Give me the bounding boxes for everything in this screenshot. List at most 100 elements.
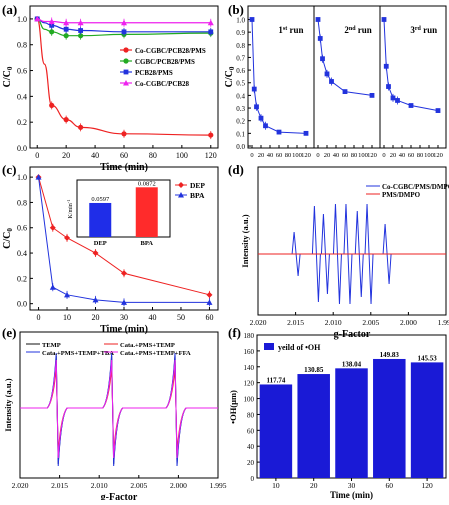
c-y-tick-label: 1.0 [17, 173, 27, 182]
e-x-tick-label: 2.020 [12, 481, 29, 490]
b-x-tick-label: 20 [324, 152, 331, 159]
b-x-tick-label: 20 [258, 152, 265, 159]
a-x-tick-label: 40 [91, 151, 99, 160]
a-x-tick-label: 20 [62, 151, 70, 160]
b-x-tick-label: 120 [301, 152, 311, 159]
a-y-tick-label: 0.6 [17, 67, 27, 76]
b-point [390, 95, 396, 101]
c-inset-bar-label: 0.0872 [138, 180, 156, 187]
a-point [78, 28, 84, 33]
e-legend-label: Cata.+PMS+TEMP [120, 342, 175, 349]
b-run-label: 2nd run [344, 25, 371, 35]
a-point [121, 19, 127, 26]
b-x-tick-label: 80 [285, 152, 292, 159]
c-x-tick-label: 30 [120, 313, 128, 322]
c-point [35, 174, 42, 180]
e-series-line [20, 352, 218, 467]
b-y-tick-label: 0.2 [236, 118, 245, 126]
b-x-tick-label: 60 [276, 152, 283, 159]
e-y-axis-label: Intensity (a.u.) [3, 378, 13, 431]
panel-label-d: (d) [228, 162, 244, 177]
f-y-axis-label: •OH(μm) [228, 390, 238, 424]
c-point [206, 299, 213, 305]
b-x-tick-label: 100 [424, 152, 434, 159]
a-point [63, 26, 69, 32]
b-point [342, 89, 348, 95]
b-x-tick-label: 40 [399, 152, 406, 159]
a-y-tick-label: 1.0 [17, 15, 27, 24]
c-series-line [38, 177, 210, 303]
b-x-tick-label: 0 [250, 152, 253, 159]
f-bar [259, 384, 293, 478]
b-point [276, 129, 282, 135]
panel-e-plot: 2.020 2.015 2.010 2.005 2.000 1.995 g-Factor In… [3, 331, 227, 503]
a-y-tick-label: 0.8 [17, 41, 27, 50]
a-x-tick-label: 100 [176, 151, 188, 160]
d-y-axis-label: Intensity (a.u.) [240, 214, 250, 267]
b-y-tick-label: 0.5 [236, 80, 245, 88]
c-y-axis-label: C/C0 [2, 228, 14, 249]
f-x-tick-label: 10 [272, 481, 280, 490]
b-y-tick-label: 0.3 [236, 105, 245, 113]
panel-label-f: (f) [228, 325, 241, 340]
a-point [49, 29, 55, 35]
b-plot-frame [247, 5, 447, 149]
b-x-tick-label: 100 [358, 152, 368, 159]
c-inset-frame [76, 179, 171, 238]
a-y-tick-label: 0.4 [17, 92, 27, 101]
f-x-tick-label: 30 [348, 481, 356, 490]
c-point [121, 270, 127, 277]
c-y-tick-label: 0.2 [17, 274, 27, 283]
b-point [381, 17, 387, 22]
b-run-label: 3rd run [410, 25, 437, 35]
b-x-tick-label: 120 [367, 152, 377, 159]
f-x-axis-label: Time (min) [330, 490, 373, 500]
a-point [49, 102, 55, 108]
c-inset-category: DEP [94, 240, 107, 247]
f-y-tick-label: 180 [244, 332, 255, 340]
c-inset-bar [89, 202, 112, 237]
c-series-line [38, 176, 210, 296]
b-x-tick-label: 40 [267, 152, 274, 159]
c-point [64, 291, 71, 298]
f-legend-swatch [264, 343, 274, 350]
a-point [208, 29, 214, 35]
c-inset-bar [135, 187, 158, 237]
f-bar [335, 368, 368, 478]
b-point [317, 36, 323, 41]
a-legend-label: PCB28/PMS [135, 69, 173, 77]
c-x-tick-label: 20 [92, 313, 100, 322]
b-point [408, 103, 414, 108]
c-x-tick-label: 0 [37, 313, 41, 322]
b-y-tick-label: 0.0 [236, 143, 245, 151]
e-legend-label: Cata.+PMS+TEMP+FFA [120, 350, 191, 357]
a-x-tick-label: 0 [35, 151, 39, 160]
c-point [206, 291, 213, 298]
b-x-tick-label: 0 [316, 152, 319, 159]
c-x-tick-label: 60 [205, 313, 213, 322]
b-x-tick-label: 40 [333, 152, 340, 159]
e-series-line [20, 355, 218, 465]
b-x-tick-label: 120 [433, 152, 443, 159]
f-x-tick-label: 60 [386, 481, 394, 490]
a-point [121, 29, 127, 35]
c-y-tick-label: 0.6 [17, 224, 27, 233]
c-legend-marker [178, 192, 184, 198]
c-point [121, 299, 127, 305]
b-point [369, 92, 375, 98]
panel-label-a: (a) [2, 2, 17, 17]
d-plot-frame [257, 166, 447, 316]
a-legend-marker [123, 80, 129, 86]
b-y-tick-label: 0.9 [236, 29, 245, 37]
b-y-axis-label: C/C0 [224, 66, 236, 87]
a-legend-marker [123, 58, 129, 64]
b-x-tick-label: 80 [417, 152, 424, 159]
d-legend-label: PMS/DMPO [382, 191, 421, 199]
c-legend-label: DEP [190, 181, 205, 190]
f-bar-label: 138.04 [342, 360, 362, 368]
a-point [208, 132, 214, 138]
c-x-tick-label: 50 [177, 313, 185, 322]
f-x-tick-label: 20 [310, 481, 318, 490]
a-y-tick-label: 0.2 [17, 118, 27, 127]
